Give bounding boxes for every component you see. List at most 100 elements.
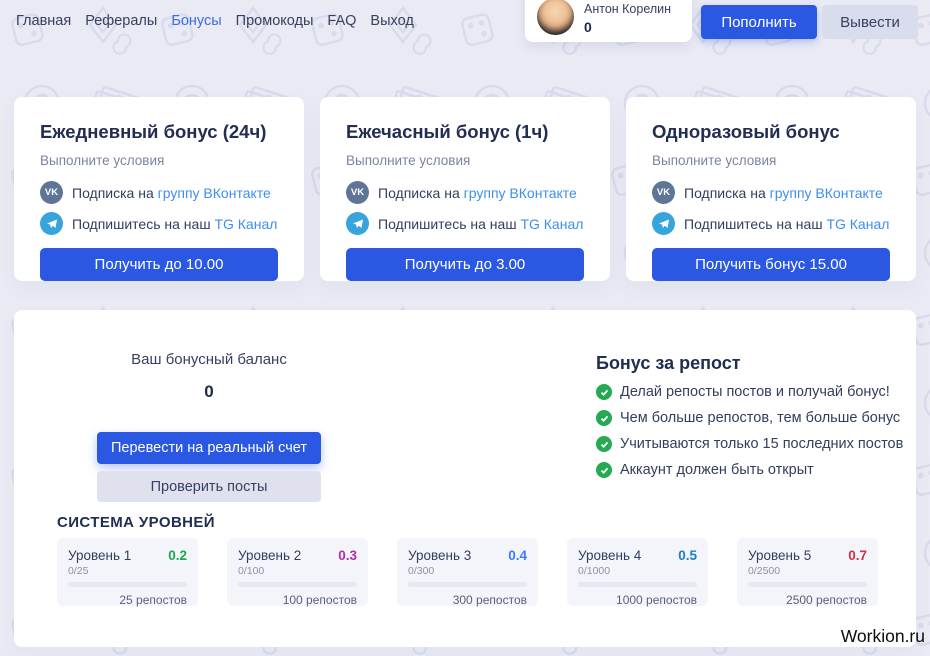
nav-item-promocodes[interactable]: Промокоды (235, 13, 314, 29)
vk-condition-text: Подписка на (72, 184, 154, 201)
vk-group-link[interactable]: группу ВКонтакте (463, 184, 577, 201)
nav-item-referrals[interactable]: Рефералы (85, 13, 158, 29)
repost-rules-title: Бонус за репост (596, 353, 741, 373)
tg-channel-link[interactable]: TG Канал (520, 215, 584, 232)
vk-group-link[interactable]: группу ВКонтакте (769, 184, 883, 201)
telegram-icon (346, 212, 369, 235)
deposit-button[interactable]: Пополнить (701, 5, 817, 39)
nav-item-home[interactable]: Главная (16, 13, 72, 29)
repost-rule-text: Делай репосты постов и получай бонус! (620, 384, 890, 400)
level-multiplier: 0.7 (848, 548, 867, 563)
level-multiplier: 0.5 (678, 548, 697, 563)
workion-watermark: Workion.ru (840, 626, 925, 646)
card-title: Одноразовый бонус (652, 121, 840, 142)
level-progress-bar (68, 582, 187, 587)
level-reposts-label: 1000 репостов (616, 593, 697, 607)
card-subtitle: Выполните условия (40, 153, 165, 168)
level-name: Уровень 1 (68, 548, 132, 563)
card-subtitle: Выполните условия (652, 153, 777, 168)
telegram-condition: Подпишитесь на наш TG Канал (652, 212, 890, 235)
daily-bonus-card: Ежедневный бонус (24ч) Выполните условия… (14, 97, 304, 281)
level-progress-bar (408, 582, 527, 587)
vk-condition-text: Подписка на (684, 184, 766, 201)
repost-rule-item: Делай репосты постов и получай бонус! (596, 384, 903, 400)
bonus-balance-value: 0 (204, 382, 214, 401)
nav-item-faq[interactable]: FAQ (327, 13, 357, 29)
withdraw-button[interactable]: Вывести (822, 5, 918, 39)
level-name: Уровень 2 (238, 548, 302, 563)
onetime-bonus-card: Одноразовый бонус Выполните условия VK П… (626, 97, 916, 281)
repost-rule-text: Аккаунт должен быть открыт (620, 462, 814, 478)
nav-item-bonuses[interactable]: Бонусы (171, 13, 222, 29)
telegram-condition: Подпишитесь на наш TG Канал (40, 212, 278, 235)
vk-group-link[interactable]: группу ВКонтакте (157, 184, 271, 201)
check-icon (596, 436, 612, 452)
level-reposts-label: 300 репостов (452, 593, 527, 607)
vk-icon: VK (346, 181, 369, 204)
level-multiplier: 0.4 (508, 548, 527, 563)
level-name: Уровень 4 (578, 548, 642, 563)
level-name: Уровень 3 (408, 548, 472, 563)
bonus-balance-block: Ваш бонусный баланс 0 Перевести на реаль… (97, 351, 321, 502)
repost-rule-item: Учитываются только 15 последних постов (596, 436, 903, 452)
level-progress-label: 0/2500 (748, 565, 781, 577)
level-card-4: Уровень 4 0.5 0/1000 1000 репостов (567, 538, 708, 607)
card-title: Ежечасный бонус (1ч) (346, 121, 549, 142)
repost-rule-text: Чем больше репостов, тем больше бонус (620, 410, 901, 426)
repost-rule-item: Аккаунт должен быть открыт (596, 462, 903, 478)
claim-daily-bonus-button[interactable]: Получить до 10.00 (40, 248, 278, 281)
nav-item-logout[interactable]: Выход (370, 13, 414, 29)
user-card[interactable]: Антон Корелин 0 (525, 0, 692, 42)
level-card-5: Уровень 5 0.7 0/2500 2500 репостов (737, 538, 878, 607)
check-icon (596, 410, 612, 426)
level-card-2: Уровень 2 0.3 0/100 100 репостов (227, 538, 368, 607)
claim-onetime-bonus-button[interactable]: Получить бонус 15.00 (652, 248, 890, 281)
repost-bonus-panel: Ваш бонусный баланс 0 Перевести на реаль… (14, 310, 916, 647)
levels-section-title: СИСТЕМА УРОВНЕЙ (57, 514, 215, 531)
repost-rule-item: Чем больше репостов, тем больше бонус (596, 410, 903, 426)
level-progress-label: 0/1000 (578, 565, 611, 577)
telegram-icon (652, 212, 675, 235)
tg-condition-text: Подпишитесь на наш (378, 215, 517, 232)
level-progress-bar (748, 582, 867, 587)
vk-condition: VK Подписка на группу ВКонтакте (346, 181, 584, 204)
tg-condition-text: Подпишитесь на наш (72, 215, 211, 232)
level-reposts-label: 100 репостов (282, 593, 357, 607)
vk-condition: VK Подписка на группу ВКонтакте (652, 181, 890, 204)
vk-icon: VK (652, 181, 675, 204)
level-progress-bar (238, 582, 357, 587)
level-progress-bar (578, 582, 697, 587)
vk-condition: VK Подписка на группу ВКонтакте (40, 181, 278, 204)
repost-rule-text: Учитываются только 15 последних постов (620, 436, 904, 452)
levels-row: Уровень 1 0.2 0/25 25 репостов Уровень 2… (57, 538, 878, 607)
level-card-1: Уровень 1 0.2 0/25 25 репостов (57, 538, 198, 607)
avatar (537, 0, 574, 35)
check-posts-button[interactable]: Проверить посты (97, 471, 321, 502)
level-multiplier: 0.2 (168, 548, 187, 563)
level-card-3: Уровень 3 0.4 0/300 300 репостов (397, 538, 538, 607)
level-reposts-label: 2500 репостов (786, 593, 867, 607)
check-icon (596, 384, 612, 400)
level-progress-label: 0/100 (238, 565, 265, 577)
vk-icon: VK (40, 181, 63, 204)
user-name: Антон Корелин (584, 2, 672, 16)
repost-rules-block: Бонус за репост Делай репосты постов и п… (596, 353, 903, 478)
telegram-condition: Подпишитесь на наш TG Канал (346, 212, 584, 235)
card-title: Ежедневный бонус (24ч) (40, 121, 267, 142)
claim-hourly-bonus-button[interactable]: Получить до 3.00 (346, 248, 584, 281)
level-progress-label: 0/25 (68, 565, 89, 577)
level-progress-label: 0/300 (408, 565, 435, 577)
card-subtitle: Выполните условия (346, 153, 471, 168)
top-nav: Главная Рефералы Бонусы Промокоды FAQ Вы… (16, 13, 414, 29)
user-balance: 0 (584, 19, 592, 35)
tg-channel-link[interactable]: TG Канал (214, 215, 278, 232)
tg-condition-text: Подпишитесь на наш (684, 215, 823, 232)
hourly-bonus-card: Ежечасный бонус (1ч) Выполните условия V… (320, 97, 610, 281)
tg-channel-link[interactable]: TG Канал (826, 215, 890, 232)
level-multiplier: 0.3 (338, 548, 357, 563)
bonus-cards-row: Ежедневный бонус (24ч) Выполните условия… (14, 97, 916, 281)
telegram-icon (40, 212, 63, 235)
bonus-balance-label: Ваш бонусный баланс (131, 351, 287, 368)
level-reposts-label: 25 репостов (119, 593, 187, 607)
transfer-to-real-button[interactable]: Перевести на реальный счет (97, 432, 321, 464)
